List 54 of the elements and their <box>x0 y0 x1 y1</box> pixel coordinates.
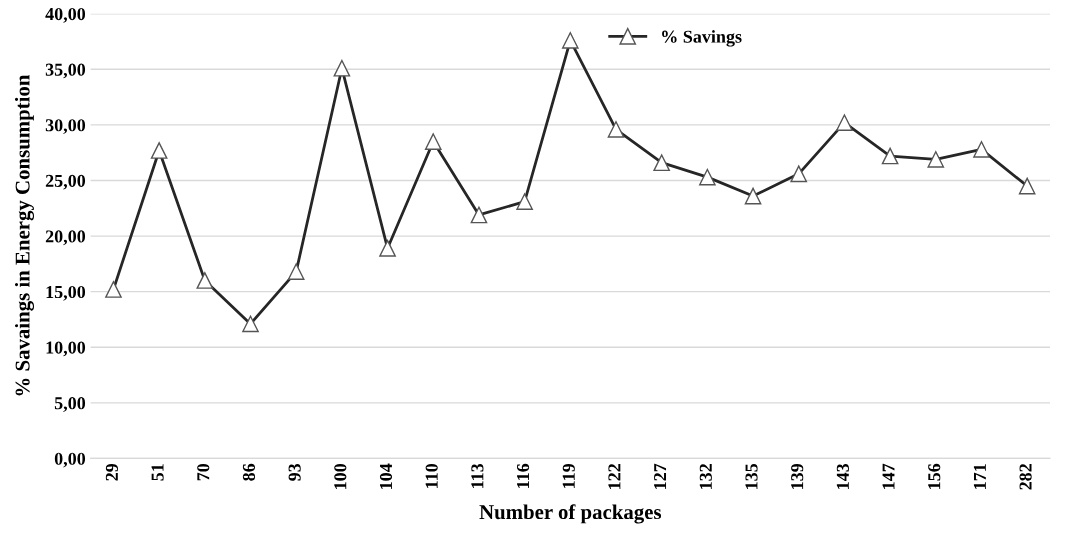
point <box>379 239 396 257</box>
point <box>242 315 259 333</box>
x-tick-label: 86 <box>242 463 256 481</box>
x-tick-label: 70 <box>197 463 210 481</box>
x-tick-label: 116 <box>517 463 530 488</box>
x-tick-label: 51 <box>151 464 164 481</box>
point <box>333 59 351 77</box>
x-tick-label: 127 <box>654 463 667 489</box>
point <box>1018 177 1036 195</box>
legend-label: % Savings <box>662 30 742 47</box>
point <box>196 272 214 289</box>
y-tick-label: 30,00 <box>45 119 86 134</box>
x-tick-label: 135 <box>745 463 758 489</box>
x-tick-label: 93 <box>288 463 301 481</box>
x-tick-label: 143 <box>836 463 849 489</box>
point <box>653 154 671 172</box>
x-tick-label: 29 <box>105 463 118 481</box>
point <box>927 151 945 168</box>
x-tick-label: 122 <box>608 464 621 489</box>
point <box>699 168 716 186</box>
y-tick-label: 15,00 <box>46 285 86 301</box>
y-tick-label: 10,00 <box>46 341 86 357</box>
point <box>150 142 168 159</box>
y-tick-label: 5,00 <box>54 397 86 412</box>
x-axis-title: Number of packages <box>479 504 662 524</box>
point <box>561 32 579 49</box>
y-tick-label: 0,00 <box>54 452 86 468</box>
point <box>836 114 853 132</box>
y-tick-label: 35,00 <box>45 63 86 79</box>
x-tick-label: 139 <box>791 463 804 489</box>
x-tick-label: 119 <box>562 463 575 488</box>
y-axis-title: % Savaings in Energy Consumption <box>14 74 35 396</box>
y-tick-label: 25,00 <box>45 174 86 190</box>
y-tick-label: 40,00 <box>45 7 86 23</box>
x-tick-label: 100 <box>334 463 347 489</box>
point <box>287 263 305 280</box>
x-tick-label: 104 <box>379 463 393 489</box>
point <box>973 141 990 158</box>
point <box>516 193 533 210</box>
x-tick-label: 147 <box>882 463 895 489</box>
point <box>105 281 122 298</box>
point <box>790 165 808 183</box>
x-tick-label: 132 <box>699 464 712 489</box>
x-tick-label: 171 <box>973 464 986 489</box>
x-tick-label: 113 <box>471 463 484 488</box>
point <box>424 133 442 150</box>
x-tick-label: 282 <box>1019 464 1032 490</box>
y-tick-label: 20,00 <box>45 230 86 246</box>
point <box>607 121 625 138</box>
point <box>881 147 899 165</box>
x-tick-label: 156 <box>928 463 941 489</box>
x-tick-label: 110 <box>425 463 438 488</box>
point <box>744 187 762 205</box>
point <box>470 206 488 224</box>
